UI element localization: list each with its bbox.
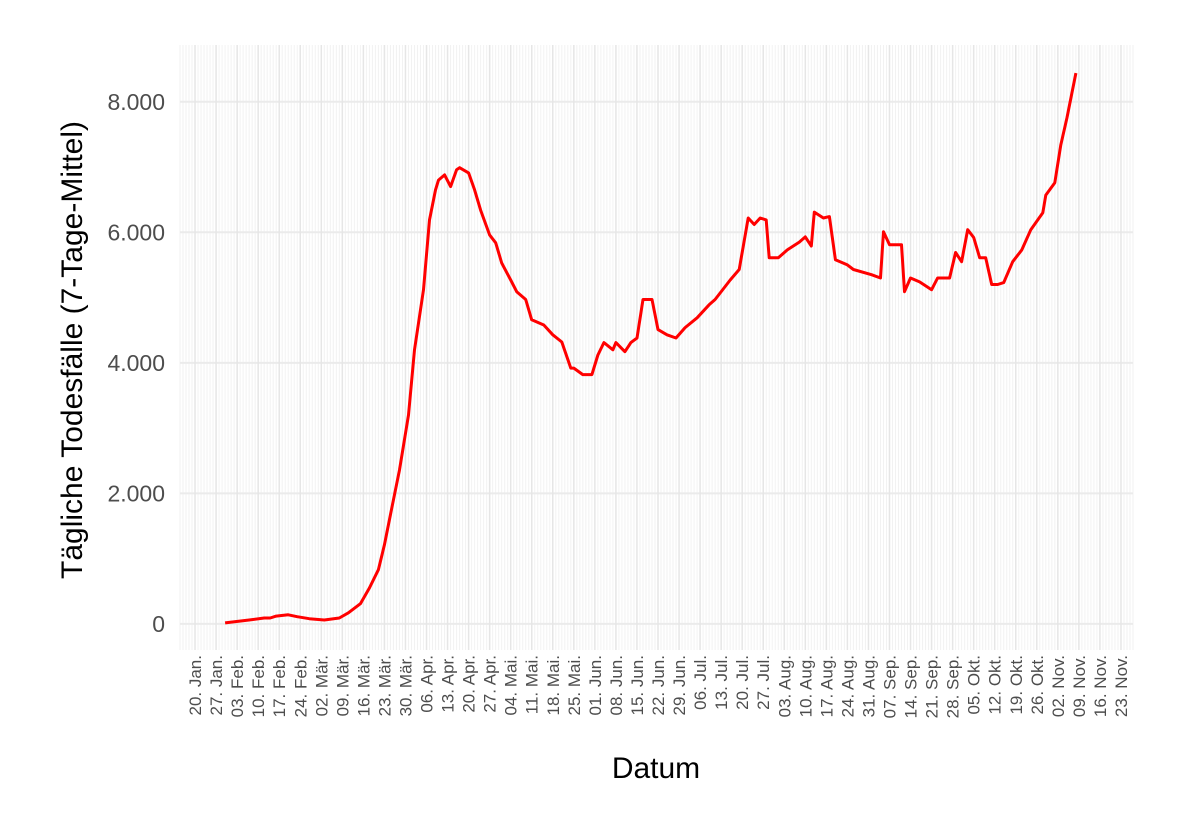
x-tick-label: 22. Jun.: [649, 655, 668, 716]
x-tick-label: 25. Mai.: [565, 655, 584, 715]
x-tick-label: 02. Mär.: [312, 655, 331, 716]
x-tick-label: 23. Mär.: [375, 655, 394, 716]
y-tick-label: 8.000: [107, 89, 165, 115]
x-tick-label: 23. Nov.: [1112, 655, 1131, 717]
y-tick-label: 2.000: [107, 480, 165, 506]
x-tick-label: 20. Jan.: [186, 655, 205, 716]
x-tick-label: 09. Nov.: [1070, 655, 1089, 717]
x-tick-label: 06. Apr.: [418, 655, 437, 713]
x-tick-label: 17. Feb.: [270, 655, 289, 717]
x-tick-label: 24. Aug.: [838, 655, 857, 717]
x-tick-label: 14. Sep.: [902, 655, 921, 718]
x-tick-label: 03. Feb.: [228, 655, 247, 717]
x-tick-label: 27. Jul.: [754, 655, 773, 710]
x-tick-label: 13. Apr.: [439, 655, 458, 713]
x-tick-label: 11. Mai.: [523, 655, 542, 714]
x-tick-label: 12. Okt.: [986, 655, 1005, 715]
x-tick-label: 01. Jun.: [586, 655, 605, 716]
y-tick-label: 0: [152, 611, 165, 637]
x-tick-label: 17. Aug.: [817, 655, 836, 717]
y-axis-title: Tägliche Todesfälle (7-Tage-Mittel): [56, 121, 89, 579]
x-tick-label: 09. Mär.: [333, 655, 352, 716]
x-tick-label: 06. Jul.: [691, 655, 710, 710]
y-tick-label: 6.000: [107, 219, 165, 245]
x-tick-label: 31. Aug.: [859, 655, 878, 717]
x-tick-label: 19. Okt.: [1007, 655, 1026, 715]
x-tick-label: 20. Apr.: [460, 655, 479, 713]
x-tick-label: 29. Jun.: [670, 655, 689, 716]
x-tick-label: 18. Mai.: [544, 655, 563, 715]
x-tick-label: 05. Okt.: [965, 655, 984, 715]
x-tick-label: 10. Aug.: [796, 655, 815, 717]
x-tick-label: 07. Sep.: [880, 655, 899, 718]
x-tick-label: 26. Okt.: [1028, 655, 1047, 715]
data-line: [224, 72, 1078, 625]
x-axis-title: Datum: [612, 752, 700, 785]
x-tick-label: 16. Mär.: [354, 655, 373, 716]
x-tick-label: 21. Sep.: [923, 655, 942, 718]
x-tick-label: 04. Mai.: [502, 655, 521, 715]
x-tick-label: 16. Nov.: [1091, 655, 1110, 717]
x-tick-label: 03. Aug.: [775, 655, 794, 717]
y-tick-label: 4.000: [107, 350, 165, 376]
x-tick-label: 08. Jun.: [607, 655, 626, 716]
x-tick-label: 15. Jun.: [628, 655, 647, 716]
x-tick-label: 02. Nov.: [1049, 655, 1068, 717]
x-tick-label: 27. Jan.: [207, 655, 226, 716]
x-tick-label: 13. Jul.: [712, 655, 731, 710]
x-tick-label: 30. Mär.: [396, 655, 415, 716]
x-tick-label: 10. Feb.: [249, 655, 268, 717]
x-tick-label: 20. Jul.: [733, 655, 752, 710]
x-tick-label: 27. Apr.: [481, 655, 500, 713]
x-tick-label: 24. Feb.: [291, 655, 310, 717]
x-tick-label: 28. Sep.: [944, 655, 963, 718]
